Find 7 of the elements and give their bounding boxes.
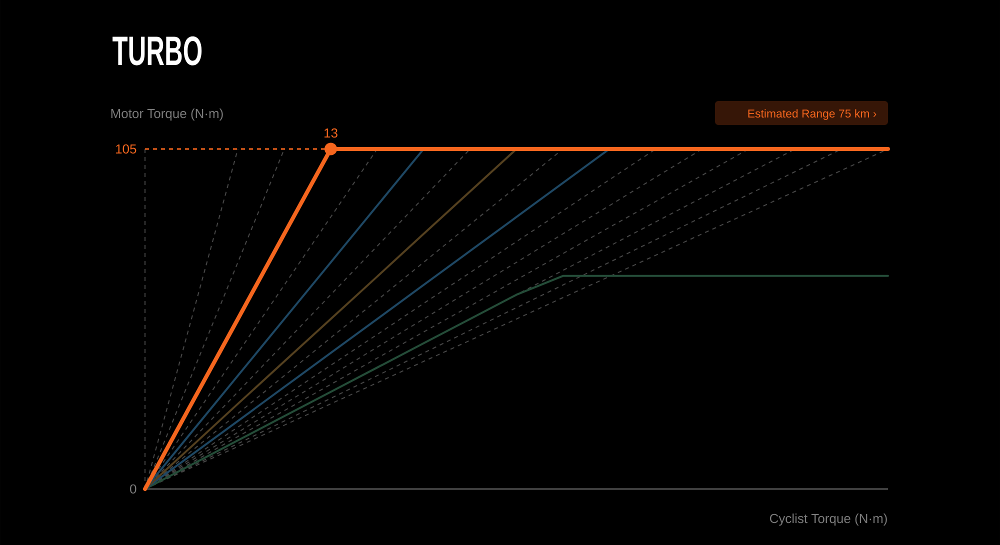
text: Estimated Range 75 km › (748, 109, 876, 120)
y-tick-label: 105 (116, 144, 136, 154)
y-tick-label: 0 (130, 484, 136, 494)
chart-title: TURBO (112, 36, 202, 66)
annotation: 13 (324, 128, 338, 138)
y-axis-title: Motor Torque (N·m) (111, 108, 223, 121)
x-axis-title: Cyclist Torque (N·m) (770, 514, 887, 526)
